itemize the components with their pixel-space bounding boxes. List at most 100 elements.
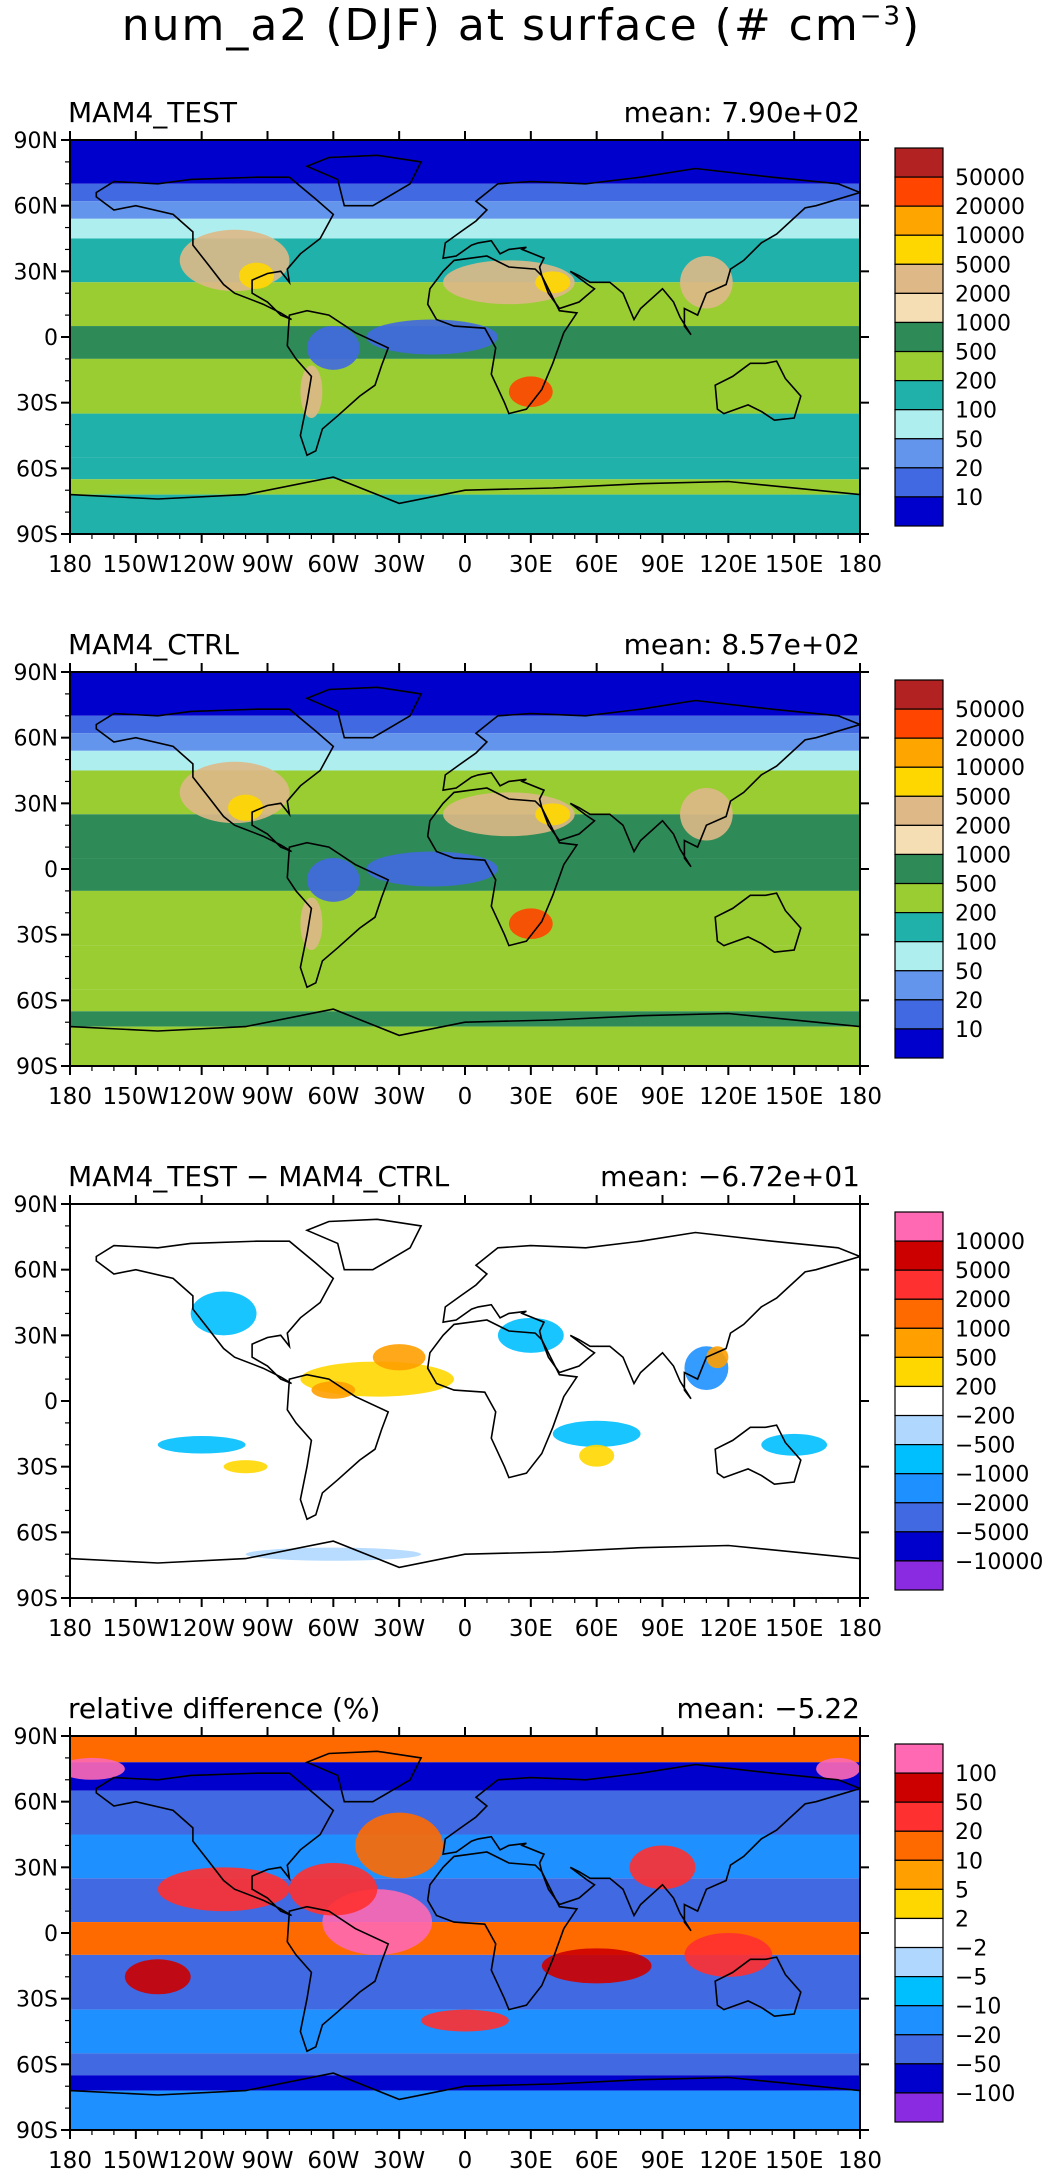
colorbar-label: 2000	[955, 282, 1011, 307]
title-main: num_a2 (DJF) at surface (# cm	[121, 0, 860, 51]
coastline-north-america	[95, 176, 335, 321]
field-blob	[300, 365, 323, 418]
y-tick-label: 90S	[16, 1055, 58, 1080]
y-tick-label: 90S	[16, 523, 58, 548]
coastline-greenland	[304, 1750, 423, 1803]
x-tick-label: 30E	[509, 2148, 553, 2174]
title-exponent: −3	[859, 1, 903, 32]
colorbar-label: −5000	[955, 1521, 1029, 1546]
field-band	[70, 494, 860, 534]
colorbar-swatch	[894, 350, 944, 382]
colorbar-swatch	[894, 1327, 944, 1358]
map-field	[70, 1204, 860, 1598]
field-blob	[245, 1547, 422, 1561]
colorbar-label: 10	[955, 486, 983, 511]
coastline-greenland	[304, 686, 423, 739]
field-blob	[443, 792, 575, 837]
x-tick-label: 60W	[307, 1616, 359, 1642]
x-tick-label: 60E	[575, 552, 619, 578]
coastline-eurasia	[442, 1231, 860, 1400]
map-field	[70, 140, 860, 534]
y-tick-label: 30S	[16, 1988, 58, 2013]
colorbar-label: −2000	[955, 1492, 1029, 1517]
field-blob	[680, 788, 733, 841]
field-blob	[70, 1757, 125, 1780]
coastline-africa	[426, 787, 579, 947]
y-tick-label: 60S	[16, 457, 58, 482]
field-blob	[179, 229, 290, 292]
colorbar-label: 50	[955, 1791, 983, 1816]
coastline-africa	[426, 255, 579, 415]
field-band	[70, 358, 860, 414]
field-blob	[552, 1420, 641, 1447]
colorbar-label: 1000	[955, 311, 1011, 336]
y-tick-label: 30S	[16, 924, 58, 949]
colorbar-label: 5	[955, 1878, 969, 1903]
field-blob	[761, 1433, 828, 1456]
field-blob	[535, 803, 571, 826]
field-band	[70, 1204, 860, 1598]
x-tick-label: 30W	[373, 552, 425, 578]
coastline-eurasia	[442, 1763, 860, 1932]
field-band	[70, 1026, 860, 1066]
field-band	[70, 413, 860, 458]
colorbar-label: 200	[955, 1375, 997, 1400]
colorbar-label: 200	[955, 902, 997, 927]
y-tick-label: 90N	[14, 1193, 58, 1218]
field-blob	[228, 794, 264, 821]
field-blob	[289, 1862, 378, 1916]
colorbar-label: 10	[955, 1018, 983, 1043]
map-field	[70, 1736, 860, 2130]
y-tick-label: 60N	[14, 195, 58, 220]
colorbar-swatch	[894, 1917, 944, 1949]
field-blob	[497, 1317, 564, 1353]
field-blob	[311, 1381, 356, 1399]
colorbar-swatch	[894, 1356, 944, 1388]
x-tick-label: 90W	[241, 1084, 293, 1110]
x-tick-label: 30W	[373, 1616, 425, 1642]
colorbar-swatch	[894, 1385, 944, 1417]
colorbar-swatch	[894, 467, 944, 498]
x-tick-label: 120W	[168, 1084, 235, 1110]
field-band	[70, 1011, 860, 1027]
x-tick-label: 90W	[241, 1616, 293, 1642]
coastline-australia	[714, 1956, 802, 2018]
y-tick-label: 90S	[16, 1587, 58, 1612]
colorbar-label: 2	[955, 1907, 969, 1932]
colorbar-swatch	[894, 1502, 944, 1533]
x-tick-label: 90W	[241, 2148, 293, 2174]
x-tick-label: 90E	[641, 1084, 685, 1110]
field-blob	[541, 1948, 652, 1984]
colorbar-swatch	[894, 1888, 944, 1920]
field-blob	[355, 1812, 444, 1879]
coastline-greenland	[304, 154, 423, 207]
y-tick-label: 60N	[14, 1259, 58, 1284]
coastline-greenland	[304, 1218, 423, 1271]
x-tick-label: 90E	[641, 2148, 685, 2174]
field-band	[70, 733, 860, 751]
x-tick-label: 0	[458, 1616, 473, 1642]
field-blob	[300, 897, 323, 950]
colorbar-swatch	[894, 2092, 944, 2123]
coastline-australia	[714, 1424, 802, 1486]
colorbar-label: 500	[955, 873, 997, 898]
x-tick-label: 180	[48, 2148, 92, 2174]
x-tick-label: 90W	[241, 552, 293, 578]
field-band	[70, 140, 860, 184]
x-tick-label: 180	[838, 552, 882, 578]
x-tick-label: 120E	[699, 1616, 757, 1642]
colorbar-label: 500	[955, 341, 997, 366]
field-blob	[307, 858, 360, 902]
y-tick-label: 30N	[14, 260, 58, 285]
colorbar-label: 100	[955, 399, 997, 424]
field-blob	[706, 1346, 729, 1369]
panel-title: relative difference (%)	[68, 1692, 380, 1725]
x-tick-label: 60E	[575, 2148, 619, 2174]
x-tick-label: 120W	[168, 2148, 235, 2174]
field-blob	[124, 1959, 191, 1995]
colorbar-swatch	[894, 1269, 944, 1300]
colorbar-label: 10000	[955, 1230, 1025, 1255]
colorbar-swatch	[894, 1531, 944, 1562]
colorbar-swatch	[894, 409, 944, 440]
colorbar-swatch	[894, 2005, 944, 2036]
